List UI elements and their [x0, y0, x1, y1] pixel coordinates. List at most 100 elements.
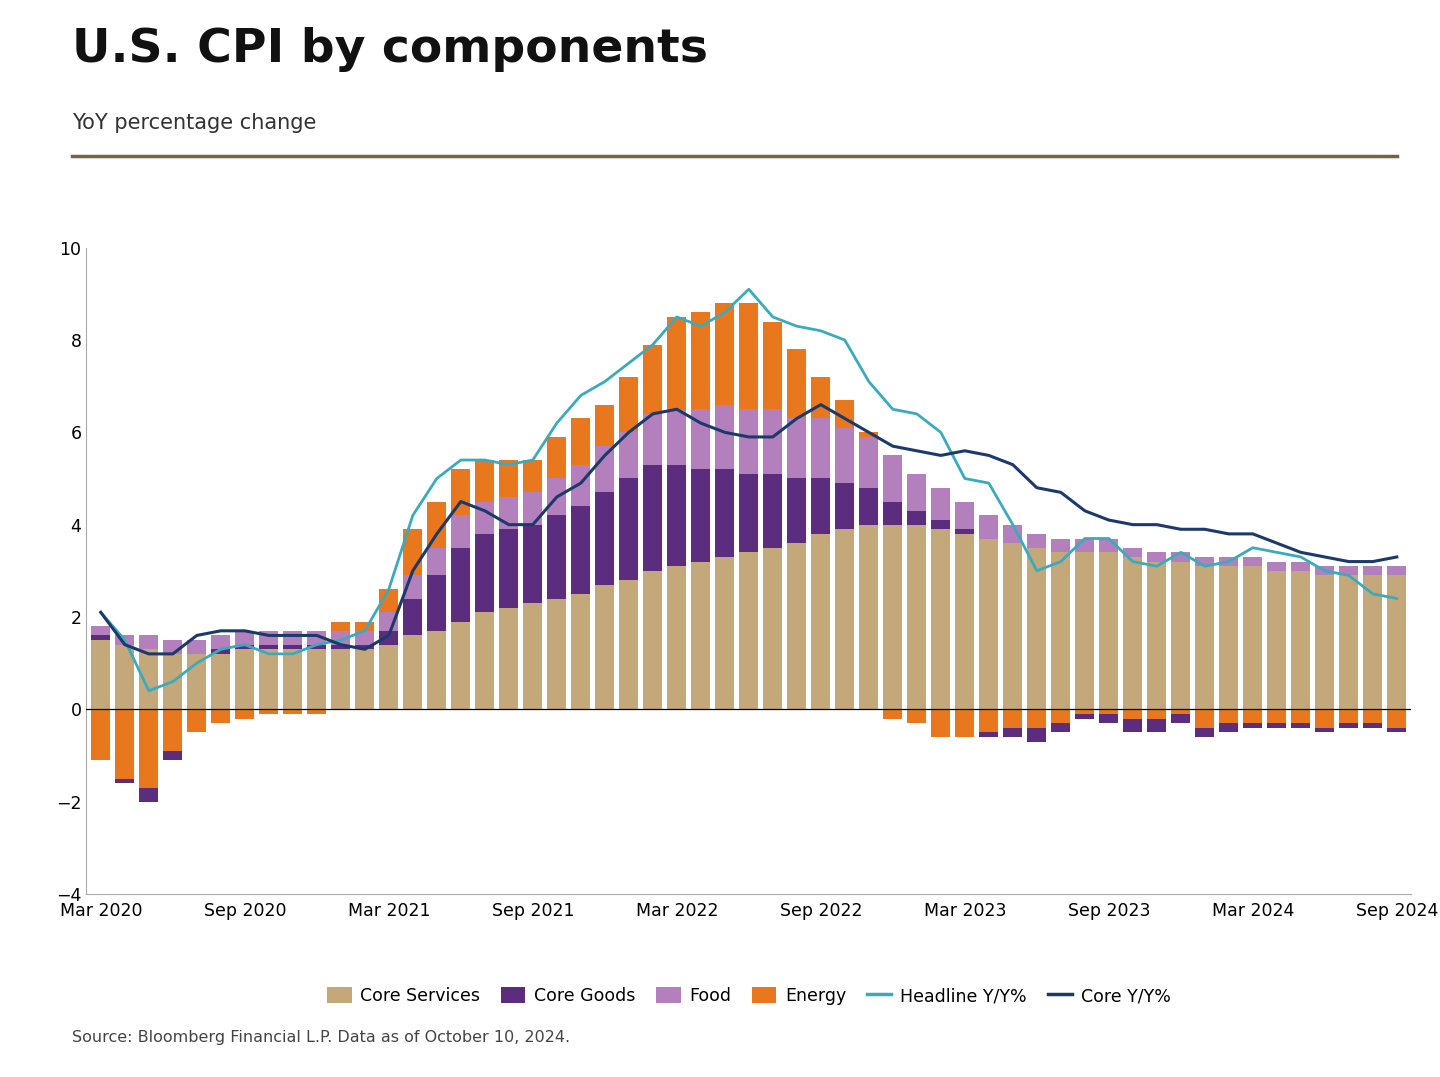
Bar [187, 654, 206, 710]
Bar [140, 787, 158, 801]
Bar [115, 779, 134, 783]
Bar [619, 432, 638, 478]
Bar [619, 581, 638, 710]
Bar [284, 649, 302, 710]
Bar [979, 732, 998, 737]
Bar [1195, 567, 1214, 710]
Bar [1123, 557, 1142, 710]
Bar [835, 529, 854, 710]
Bar [1028, 728, 1045, 742]
Bar [140, 635, 158, 649]
Bar [475, 460, 494, 502]
Bar [164, 654, 181, 710]
Bar [1364, 710, 1382, 723]
Bar [379, 589, 397, 613]
Bar [500, 607, 518, 710]
Bar [1100, 553, 1119, 710]
Bar [1267, 571, 1286, 710]
Bar [451, 548, 469, 621]
Bar [907, 524, 926, 710]
Bar [1195, 728, 1214, 737]
Bar [356, 631, 374, 645]
Bar [164, 710, 181, 751]
Bar [835, 484, 854, 529]
Bar [284, 645, 302, 649]
Bar [644, 571, 662, 710]
Bar [1339, 723, 1358, 728]
Bar [812, 419, 829, 478]
Bar [451, 470, 469, 516]
Bar [619, 478, 638, 581]
Bar [1339, 567, 1358, 575]
Bar [379, 645, 397, 710]
Bar [572, 419, 590, 464]
Bar [500, 460, 518, 496]
Bar [1387, 567, 1405, 575]
Bar [1171, 553, 1189, 561]
Bar [307, 649, 325, 710]
Bar [1387, 710, 1405, 728]
Bar [596, 405, 613, 446]
Bar [259, 631, 278, 645]
Bar [307, 645, 325, 649]
Bar [740, 474, 757, 553]
Bar [572, 506, 590, 593]
Bar [1076, 553, 1094, 710]
Bar [691, 409, 710, 470]
Bar [572, 593, 590, 710]
Bar [812, 534, 829, 710]
Bar [883, 524, 901, 710]
Bar [716, 303, 734, 405]
Bar [956, 534, 973, 710]
Bar [907, 710, 926, 723]
Bar [979, 710, 998, 732]
Bar [451, 621, 469, 710]
Bar [259, 645, 278, 649]
Bar [451, 516, 469, 548]
Bar [475, 534, 494, 613]
Bar [812, 377, 829, 419]
Bar [788, 349, 806, 419]
Bar [572, 464, 590, 506]
Bar [1364, 723, 1382, 728]
Bar [1220, 567, 1238, 710]
Bar [763, 409, 782, 474]
Bar [1148, 553, 1166, 561]
Bar [547, 437, 566, 478]
Bar [883, 502, 901, 524]
Bar [1004, 728, 1022, 737]
Bar [1028, 534, 1045, 548]
Bar [691, 470, 710, 561]
Bar [1100, 714, 1119, 723]
Bar [1292, 561, 1310, 571]
Bar [212, 635, 230, 649]
Bar [187, 710, 206, 732]
Bar [835, 400, 854, 428]
Bar [644, 414, 662, 464]
Bar [835, 428, 854, 484]
Bar [788, 543, 806, 710]
Bar [596, 585, 613, 710]
Bar [524, 524, 541, 603]
Bar [524, 492, 541, 524]
Bar [1028, 710, 1045, 728]
Text: U.S. CPI by components: U.S. CPI by components [72, 27, 708, 72]
Bar [1364, 567, 1382, 575]
Bar [403, 575, 422, 599]
Bar [115, 635, 134, 645]
Bar [428, 631, 446, 710]
Bar [284, 710, 302, 714]
Bar [212, 654, 230, 710]
Legend: Core Services, Core Goods, Food, Energy, Headline Y/Y%, Core Y/Y%: Core Services, Core Goods, Food, Energy,… [320, 980, 1178, 1012]
Bar [979, 516, 998, 538]
Bar [236, 645, 255, 649]
Bar [883, 456, 901, 502]
Bar [428, 575, 446, 631]
Bar [115, 645, 134, 710]
Bar [1220, 710, 1238, 723]
Bar [716, 405, 734, 470]
Bar [1243, 710, 1261, 723]
Bar [1051, 723, 1070, 732]
Bar [1123, 548, 1142, 557]
Bar [428, 502, 446, 548]
